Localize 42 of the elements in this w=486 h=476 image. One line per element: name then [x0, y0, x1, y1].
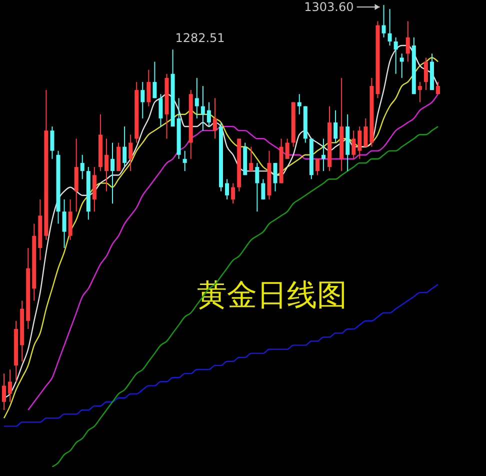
candlestick [273, 162, 278, 192]
candlestick [231, 182, 236, 204]
candlestick [140, 81, 145, 119]
candlestick [388, 8, 392, 46]
annotation: 1282.51 [175, 31, 225, 45]
candlestick [358, 126, 362, 160]
candlestick [8, 369, 12, 402]
candlestick [206, 102, 211, 127]
candlestick [200, 86, 205, 132]
candlestick [297, 94, 302, 115]
candlestick [321, 138, 326, 172]
candlestick [436, 81, 440, 95]
candlestick [394, 36, 398, 74]
candlestick [406, 20, 410, 62]
candlestick [104, 138, 108, 192]
candlestick [80, 154, 84, 180]
candlestick [212, 98, 217, 140]
candlestick [152, 61, 157, 99]
candlestick [334, 110, 338, 144]
candlestick [182, 150, 187, 172]
candlestick [261, 178, 266, 200]
candlestick [424, 57, 428, 91]
candlestick [194, 77, 199, 119]
candlestick [2, 373, 6, 410]
candlestick [364, 118, 368, 148]
candlestick [249, 146, 254, 172]
candlestick [146, 69, 151, 107]
candlestick [255, 162, 260, 212]
candlestick [225, 178, 230, 200]
candlestick [315, 158, 320, 176]
candlestick [62, 198, 66, 248]
candlestick [352, 130, 356, 160]
candlestick [158, 94, 163, 127]
candlestick [418, 81, 422, 103]
candlestick [110, 142, 114, 204]
candlestick [122, 126, 127, 168]
candlestick [50, 126, 54, 160]
annotation: 1303.60 [304, 0, 354, 14]
candlestick [400, 53, 404, 78]
candlestick [382, 4, 386, 38]
candlestick [128, 134, 133, 172]
candlestick [285, 138, 290, 160]
